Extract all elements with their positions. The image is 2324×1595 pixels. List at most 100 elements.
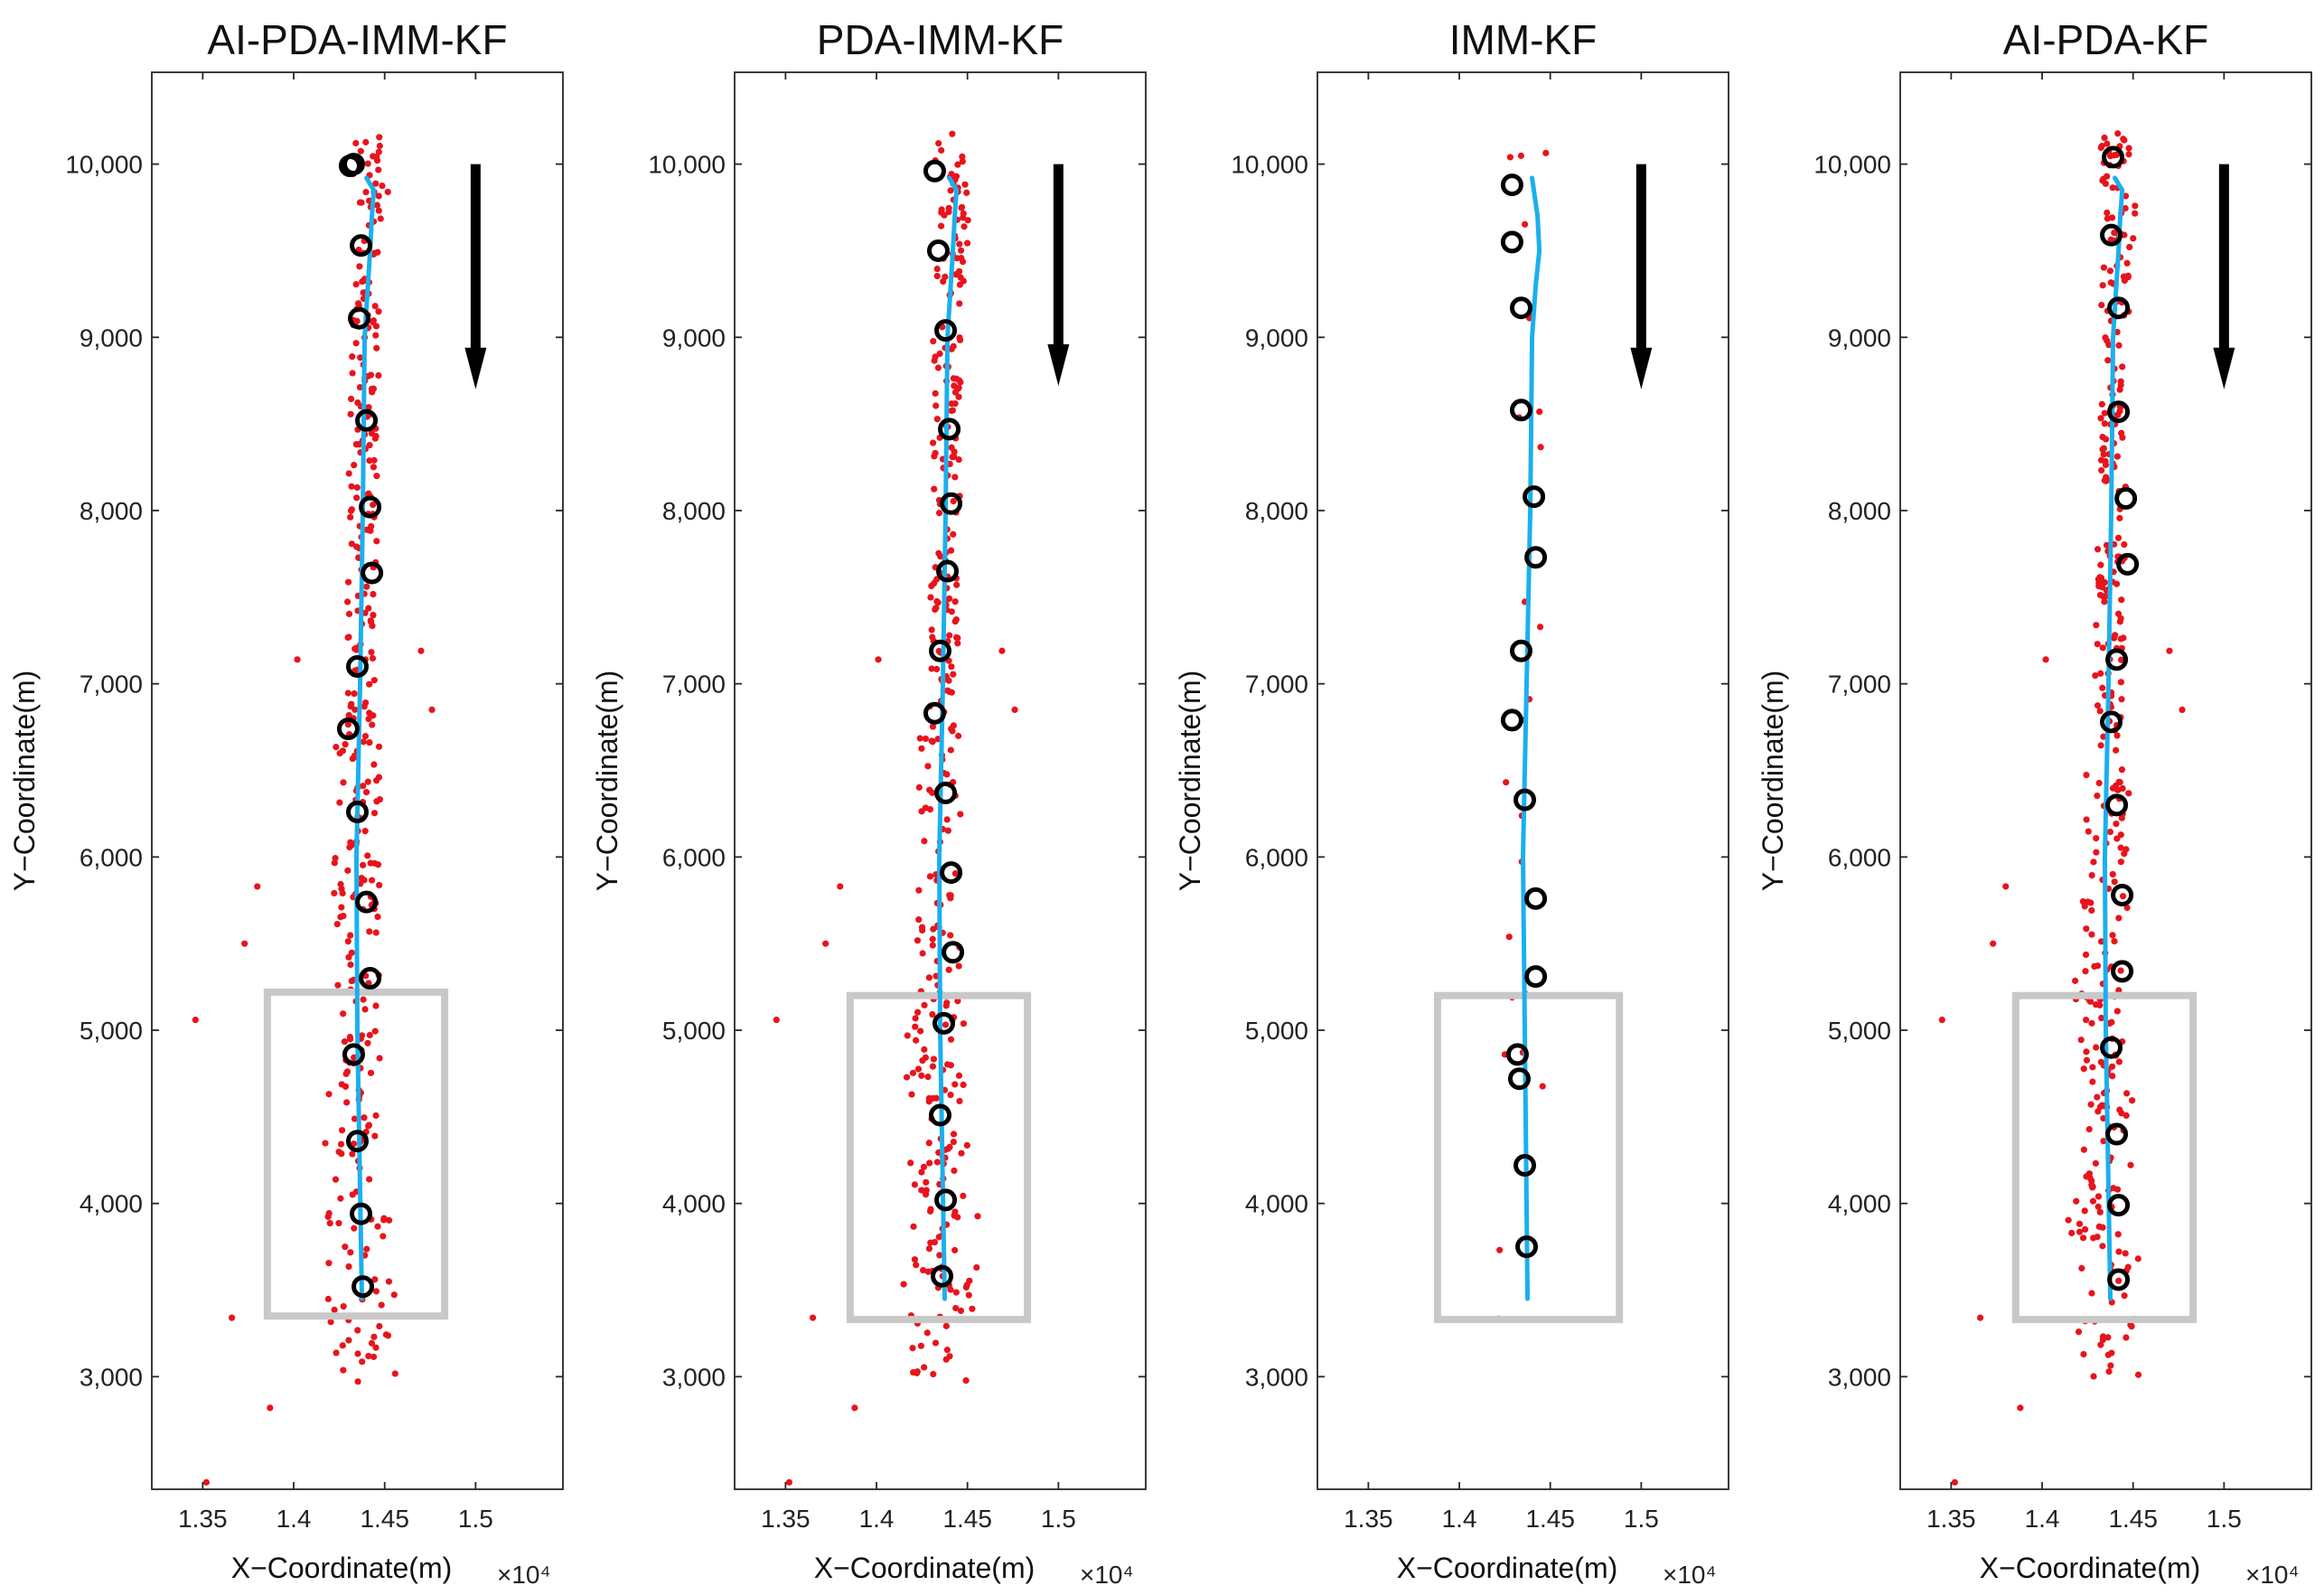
clutter-point [370,153,377,160]
estimate-marker [932,1011,956,1035]
clutter-point [2100,1138,2107,1145]
clutter-point [362,188,370,196]
clutter-point [1536,408,1543,416]
clutter-point [2098,301,2105,309]
x-multiplier-label: ×10⁴ [1663,1561,1717,1589]
estimate-marker [923,701,946,725]
clutter-point [929,789,936,796]
clutter-point [368,649,375,656]
clutter-point [370,612,377,619]
clutter-point [2099,684,2106,691]
clutter-point [2099,282,2106,289]
clutter-point [2102,461,2110,469]
clutter-point [359,1358,366,1365]
clutter-point [947,895,954,902]
clutter-point [326,1219,333,1227]
clutter-point [371,859,379,867]
clutter-point [930,1371,937,1378]
clutter-point [374,1223,381,1230]
clutter-point [955,456,962,464]
clutter-point [337,1195,344,1202]
clutter-point [957,247,965,254]
estimate-marker [2107,1194,2131,1217]
clutter-point [2107,236,2114,243]
clutter-point [2122,204,2129,212]
clutter-point [348,483,355,490]
clutter-point [950,497,957,505]
clutter-point [356,263,363,270]
clutter-point [2123,904,2131,912]
y-axis-label: Y−Coordinate(m) [591,671,623,892]
clutter-point [2113,453,2122,460]
clutter-point [372,180,380,187]
estimate-marker [348,306,371,330]
clutter-point [254,883,261,890]
clutter-point [2104,357,2112,364]
clutter-point [2078,1264,2085,1272]
clutter-point [2126,243,2133,251]
clutter-point [956,281,963,288]
clutter-point [324,1295,332,1303]
estimate-marker [2102,145,2125,169]
clutter-point [943,1346,951,1354]
clutter-point [2080,1146,2088,1153]
clutter-point [358,199,365,206]
clutter-point [353,494,361,502]
clutter-point [960,1081,967,1089]
clutter-point [2121,231,2128,239]
clutter-point [2089,1064,2096,1071]
clutter-point [2098,584,2106,591]
y-tick-label: 8,000 [80,497,143,525]
x-tick-label: 1.5 [1624,1505,1659,1533]
clutter-point [918,1072,925,1079]
estimate-marker [2111,960,2134,983]
clutter-point [335,1219,342,1227]
clutter-point [349,1150,356,1158]
clutter-point [947,547,955,554]
direction-arrow-head [1630,347,1653,389]
clutter-point [340,912,347,920]
clutter-point [2079,1234,2087,1242]
clutter-point [909,1069,917,1076]
clutter-point [354,1327,361,1334]
clutter-point [952,375,961,382]
clutter-point [363,526,370,533]
clutter-point [351,1224,358,1232]
clutter-point [370,502,377,509]
clutter-point [822,940,829,947]
region-box [1433,991,1624,1324]
clutter-point [339,889,346,897]
clutter-point [363,583,370,590]
clutter-point [2121,850,2128,858]
y-tick-label: 9,000 [1828,324,1891,352]
clutter-point [336,750,343,757]
clutter-point [2089,1078,2096,1085]
clutter-point [942,1021,950,1028]
clutter-point [943,816,951,823]
estimate-marker [1507,1067,1531,1091]
clutter-point [955,962,962,970]
clutter-point [965,1291,972,1299]
clutter-point [2099,644,2106,652]
y-tick-label: 7,000 [1245,671,1308,699]
clutter-point [347,513,354,521]
clutter-point [386,1216,393,1224]
clutter-point [370,712,377,719]
clutter-point [2119,363,2126,371]
x-tick-label: 1.4 [1442,1505,1477,1533]
clutter-point [2082,968,2089,975]
panel-title: AI-PDA-KF [2003,16,2208,63]
clutter-point [340,1366,347,1374]
clutter-point [932,1094,940,1102]
clutter-point [930,338,937,345]
y-tick-label: 4,000 [80,1190,143,1218]
x-multiplier-label: ×10⁴ [2245,1561,2300,1589]
clutter-point [344,578,352,586]
clutter-point [929,738,936,746]
clutter-point [918,924,926,931]
clutter-point [375,166,382,174]
clutter-point [2093,1044,2100,1051]
clutter-point [875,656,882,663]
x-tick-label: 1.4 [859,1505,895,1533]
clutter-point [2111,878,2118,886]
